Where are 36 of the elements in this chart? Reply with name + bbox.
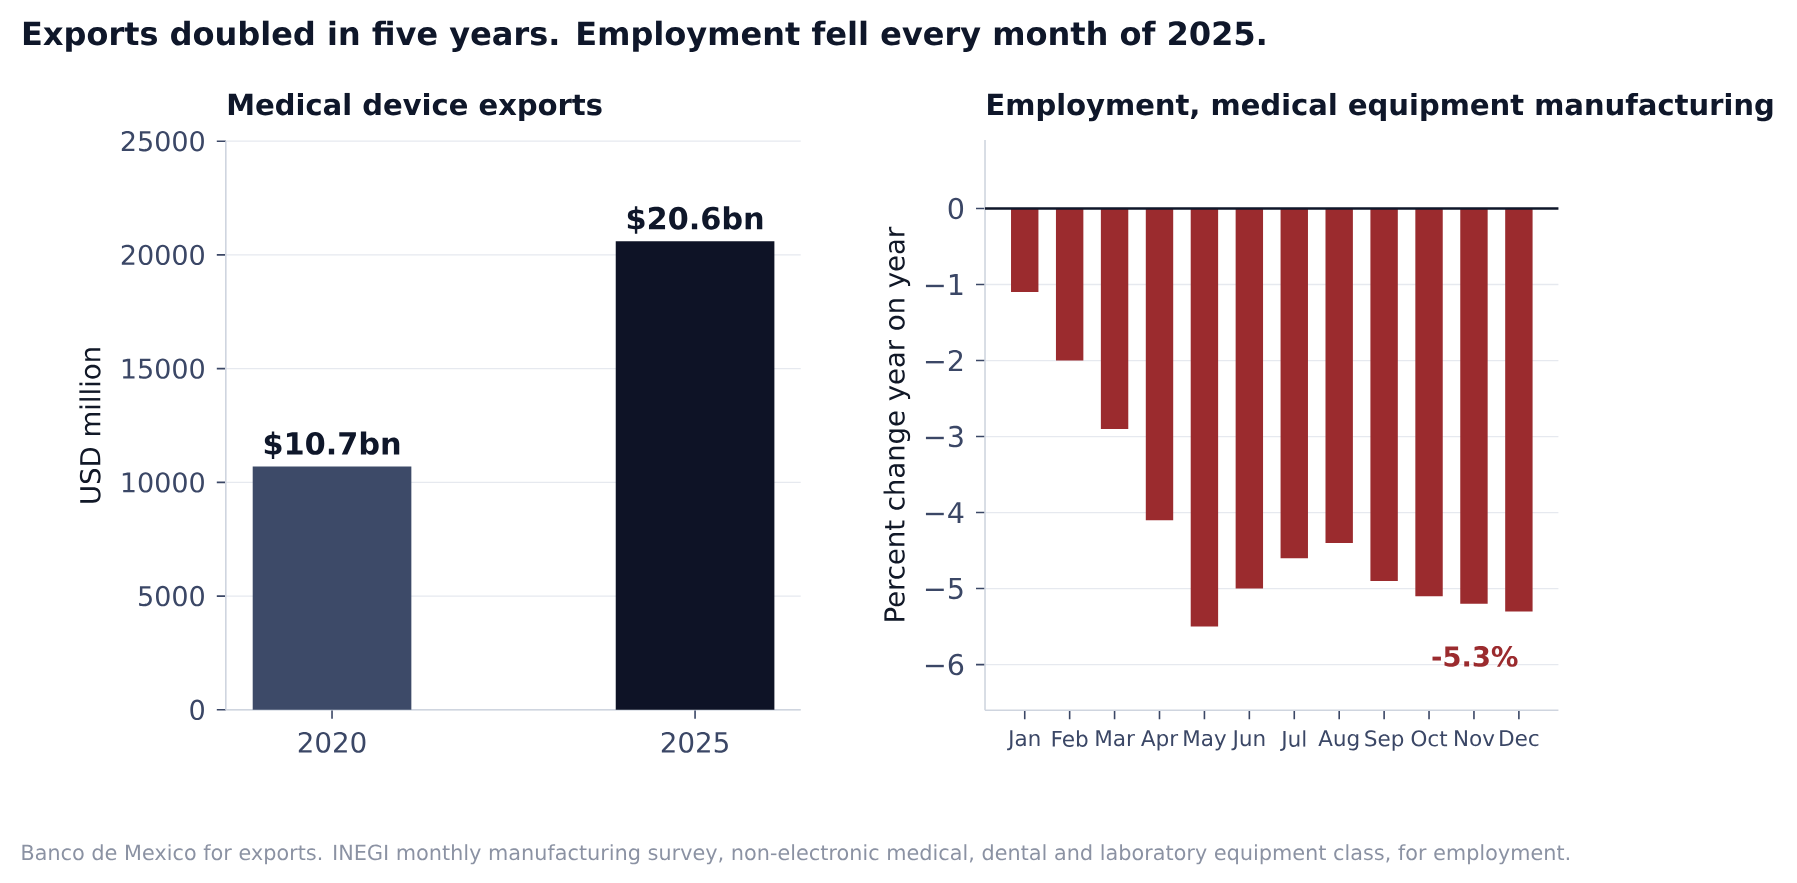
y-axis-title: USD million bbox=[79, 348, 101, 503]
annotation: $10.7bn bbox=[264, 431, 400, 459]
x-tick-label: Nov bbox=[1455, 730, 1495, 747]
y-tick-label: −3 bbox=[925, 425, 963, 448]
x-tick-label: Aug bbox=[1318, 730, 1359, 751]
x-tick-label: May bbox=[1184, 730, 1227, 751]
y-tick-label: −1 bbox=[925, 274, 963, 295]
y-tick-label: 10000 bbox=[122, 472, 204, 493]
x-tick-label: Dec bbox=[1500, 730, 1539, 747]
y-tick-label: −4 bbox=[925, 502, 964, 523]
y-tick-label: 15000 bbox=[122, 358, 204, 379]
x-tick-label: Mar bbox=[1096, 730, 1135, 747]
annotation: -5.3% bbox=[1432, 646, 1518, 667]
x-tick-label: 2020 bbox=[298, 731, 366, 753]
x-tick-label: 2025 bbox=[661, 731, 728, 753]
y-tick-label: 5000 bbox=[139, 585, 204, 607]
y-tick-label: 20000 bbox=[121, 244, 204, 266]
text: Banco de Mexico for exports. INEGI monthly manufacturing survey, non-electronic medical, dental and laboratory equipment class, for employment. bbox=[22, 844, 1569, 865]
annotation: $20.6bn bbox=[627, 206, 763, 234]
y-tick-label: −6 bbox=[925, 653, 964, 676]
x-tick-label: Jun bbox=[1231, 730, 1265, 751]
x-tick-label: Oct bbox=[1411, 730, 1448, 747]
y-tick-label: −2 bbox=[925, 349, 963, 372]
x-tick-label: Jan bbox=[1007, 730, 1040, 751]
x-tick-label: Jul bbox=[1280, 730, 1306, 751]
chart-title: Exports doubled in five years. Employment fell every month of 2025. bbox=[23, 20, 1265, 52]
y-tick-label: 25000 bbox=[121, 130, 204, 152]
chart-subtitle: Medical device exports bbox=[228, 92, 602, 122]
chart-title: Employment, medical equipment manufacturing bbox=[988, 92, 1773, 122]
x-tick-label: Apr bbox=[1141, 730, 1179, 751]
y-tick-label: 0 bbox=[948, 197, 964, 220]
y-tick-label: 0 bbox=[190, 699, 204, 720]
y-tick-label: −5 bbox=[925, 577, 963, 600]
y-axis-title: Percent change year on year bbox=[883, 226, 911, 621]
x-tick-label: Feb bbox=[1052, 730, 1088, 747]
x-tick-label: Sep bbox=[1365, 730, 1404, 751]
